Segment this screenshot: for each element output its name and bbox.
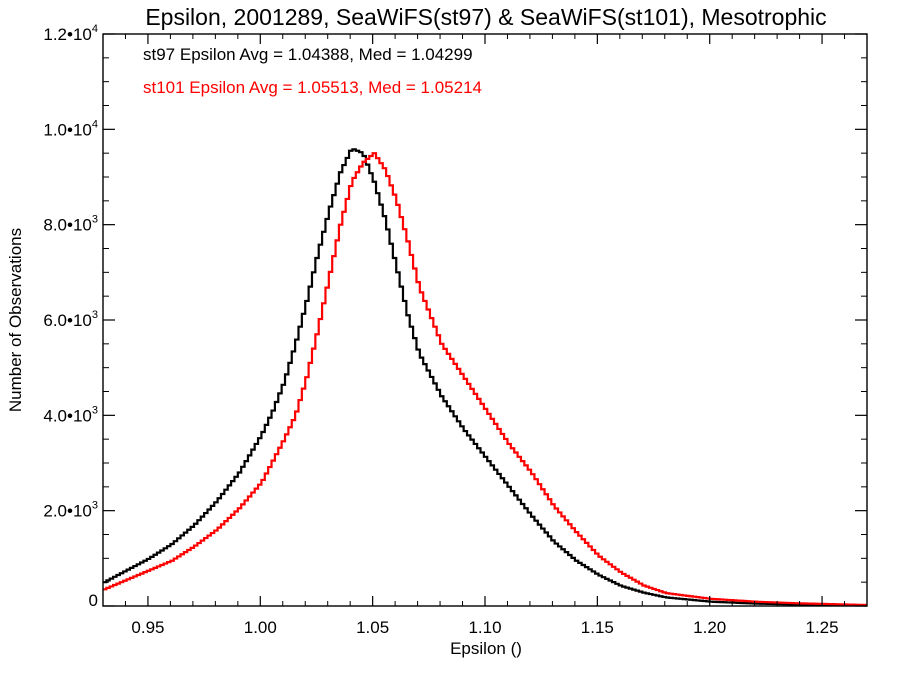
y-tick-label: 0 — [89, 591, 98, 610]
x-tick-label: 1.00 — [244, 618, 277, 637]
x-tick-label: 1.10 — [468, 618, 501, 637]
series-layer — [103, 148, 867, 607]
x-tick-label: 1.25 — [806, 618, 839, 637]
chart-title: Epsilon, 2001289, SeaWiFS(st97) & SeaWiF… — [145, 4, 826, 30]
y-tick-label: 1.0•104 — [43, 118, 98, 139]
series-line-1 — [103, 152, 867, 607]
y-axis-label: Number of Observations — [6, 228, 25, 412]
x-tick-label: 1.05 — [356, 618, 389, 637]
y-tick-label: 6.0•103 — [43, 309, 98, 330]
annotation-st101: st101 Epsilon Avg = 1.05513, Med = 1.052… — [143, 78, 482, 97]
y-tick-label: 2.0•103 — [43, 500, 98, 521]
plot-frame — [102, 33, 868, 607]
y-tick-label: 8.0•103 — [43, 214, 98, 235]
x-tick-label: 1.20 — [693, 618, 726, 637]
series-line-0 — [103, 148, 867, 607]
x-tick-label: 0.95 — [131, 618, 164, 637]
ticks-layer: 0.95 1.00 1.05 1.10 1.15 1.20 1.25 0 2.0•103 4.0•… — [43, 23, 867, 637]
y-tick-label: 4.0•103 — [43, 404, 98, 425]
annotation-st97: st97 Epsilon Avg = 1.04388, Med = 1.0429… — [143, 45, 473, 64]
y-tick-label: 1.2•104 — [43, 23, 98, 44]
x-tick-label: 1.15 — [581, 618, 614, 637]
x-axis-label: Epsilon () — [450, 639, 522, 658]
